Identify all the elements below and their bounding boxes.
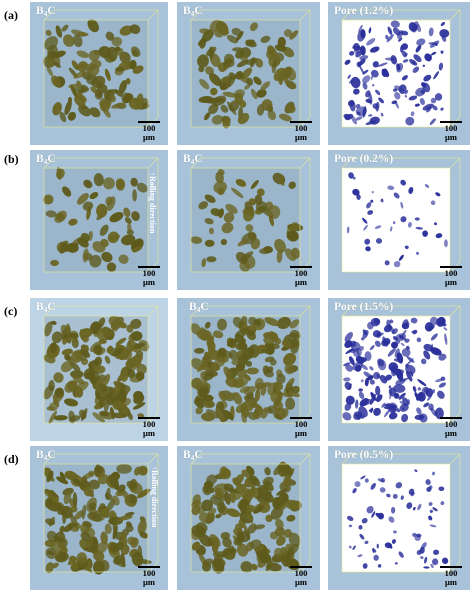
b4c-render-image <box>177 446 320 590</box>
arrow-up-icon: ↑ <box>148 172 157 176</box>
panel-c-3: Pore (1.5%) 100 μm <box>328 298 470 441</box>
panel-title: Pore (0.2%) <box>334 153 394 165</box>
scale-bar: 100 μm <box>290 121 312 142</box>
scale-bar: 100 μm <box>440 266 462 287</box>
rolling-direction-label: ↑Rolling direction <box>148 172 157 234</box>
panel-title: B4C <box>183 153 203 166</box>
pore-render-image <box>328 446 470 590</box>
panel-title: B4C <box>189 301 209 314</box>
panel-a-3: Pore (1.2%) 100 μm <box>328 2 470 145</box>
scale-bar: 100 μm <box>290 417 312 438</box>
panel-b-1: B4C ↑Rolling direction 100 μm <box>30 150 168 290</box>
row-label-d: (d) <box>4 452 19 466</box>
scale-bar: 100 μm <box>290 266 312 287</box>
panel-title: B4C <box>36 153 56 166</box>
row-label-c: (c) <box>4 304 18 318</box>
panel-d-3: Pore (0.5%) 100 μm <box>328 446 470 590</box>
panel-c-2: B4C 100 μm <box>177 298 320 441</box>
b4c-render-image <box>30 2 168 145</box>
scale-bar: 100 μm <box>138 121 160 142</box>
row-label-a: (a) <box>4 8 18 22</box>
panel-title: B4C <box>36 5 56 18</box>
b4c-render-image <box>177 150 320 290</box>
scale-bar: 100 μm <box>138 417 160 438</box>
panel-d-2: B4C 100 μm <box>177 446 320 590</box>
pore-render-image <box>328 2 470 145</box>
scale-bar: 100 μm <box>290 566 312 587</box>
scale-bar: 100 μm <box>440 417 462 438</box>
panel-title: B4C <box>183 5 203 18</box>
panel-title: Pore (1.2%) <box>334 5 394 17</box>
scale-bar: 100 μm <box>440 121 462 142</box>
panel-a-2: B4C 100 μm <box>177 2 320 145</box>
panel-title: Pore (1.5%) <box>334 301 394 313</box>
arrow-up-icon: ↑ <box>150 466 159 470</box>
scale-bar: 100 μm <box>138 266 160 287</box>
panel-b-3: Pore (0.2%) 100 μm <box>328 150 470 290</box>
panel-title: B4C <box>36 449 56 462</box>
panel-b-2: B4C 100 μm <box>177 150 320 290</box>
rolling-direction-label: ↑Rolling direction <box>150 466 159 528</box>
row-label-b: (b) <box>4 152 19 166</box>
panel-title: Pore (0.5%) <box>334 449 394 461</box>
panel-c-1: B4C 100 μm <box>30 298 168 441</box>
scale-bar: 100 μm <box>138 566 160 587</box>
panel-title: B4C <box>36 301 56 314</box>
b4c-render-image <box>177 298 320 441</box>
scale-bar: 100 μm <box>440 566 462 587</box>
panel-a-1: B4C 100 μm <box>30 2 168 145</box>
panel-title: B4C <box>183 449 203 462</box>
panel-d-1: B4C ↑Rolling direction 100 μm <box>30 446 168 590</box>
